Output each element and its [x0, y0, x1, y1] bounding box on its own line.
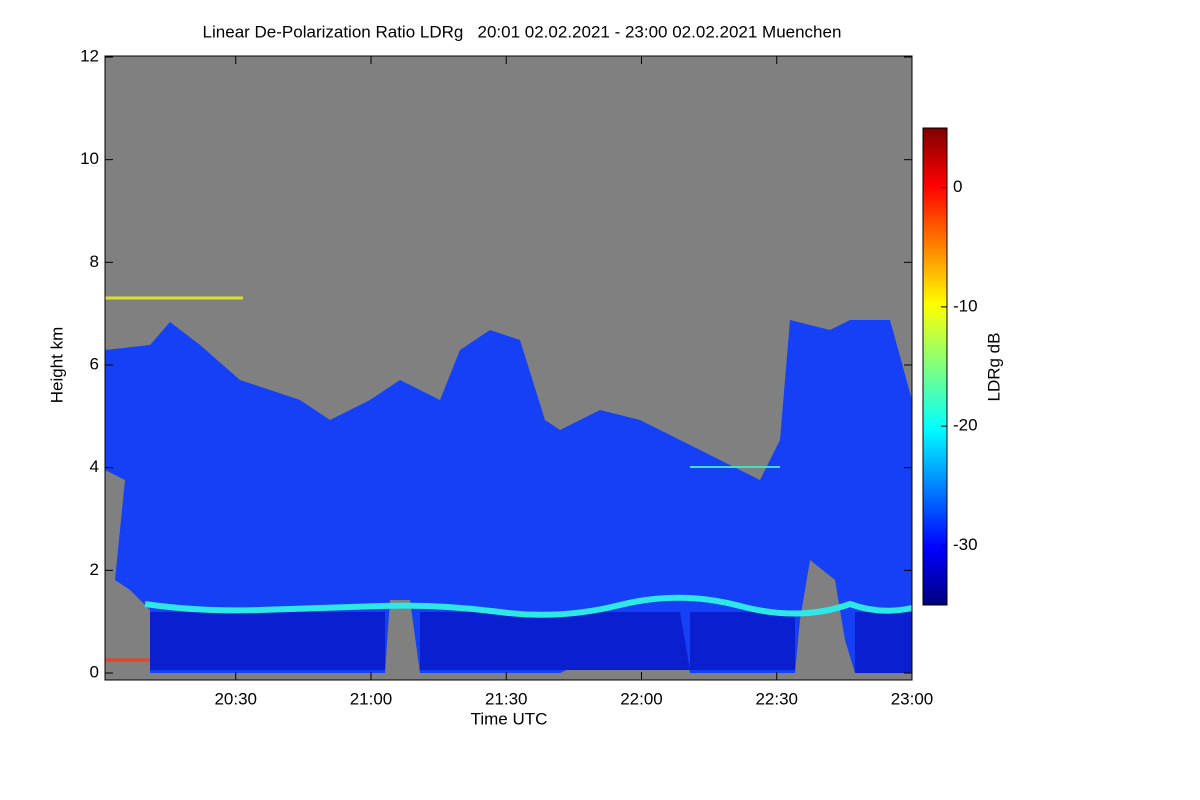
field — [105, 296, 913, 673]
y-tick-label: 2 — [90, 560, 99, 579]
colorbar-tick-label: 0 — [953, 177, 962, 196]
colorbar-label: LDRg dB — [984, 333, 1003, 402]
colorbar-tick-label: -20 — [953, 416, 978, 435]
y-axis-label: Height km — [47, 327, 66, 404]
colorbar — [922, 127, 948, 606]
x-tick-label: 20:30 — [214, 689, 257, 708]
colorbar-tick-label: -30 — [953, 535, 978, 554]
x-tick-label: 22:00 — [620, 689, 663, 708]
lower-layer — [855, 612, 912, 673]
colorbar-tick-label: -10 — [953, 296, 978, 315]
x-tick-label: 21:30 — [485, 689, 528, 708]
chart-title: Linear De-Polarization Ratio LDRg 20:01 … — [203, 22, 842, 41]
cloud-field — [105, 320, 912, 673]
plot-frame — [104, 55, 913, 681]
y-tick-label: 4 — [90, 457, 99, 476]
y-tick-label: 12 — [80, 46, 99, 65]
x-tick-label: 22:30 — [755, 689, 798, 708]
lower-layer — [420, 612, 690, 670]
y-tick-label: 6 — [90, 354, 99, 373]
x-axis-label: Time UTC — [471, 709, 548, 728]
y-tick-label: 0 — [90, 662, 99, 681]
boundary-layer-top — [144, 594, 913, 618]
y-tick-label: 10 — [80, 149, 99, 168]
y-tick-label: 8 — [90, 252, 99, 271]
x-tick-label: 21:00 — [350, 689, 393, 708]
lower-layer — [690, 612, 795, 670]
x-tick-label: 23:00 — [891, 689, 934, 708]
lower-layer — [150, 612, 385, 670]
